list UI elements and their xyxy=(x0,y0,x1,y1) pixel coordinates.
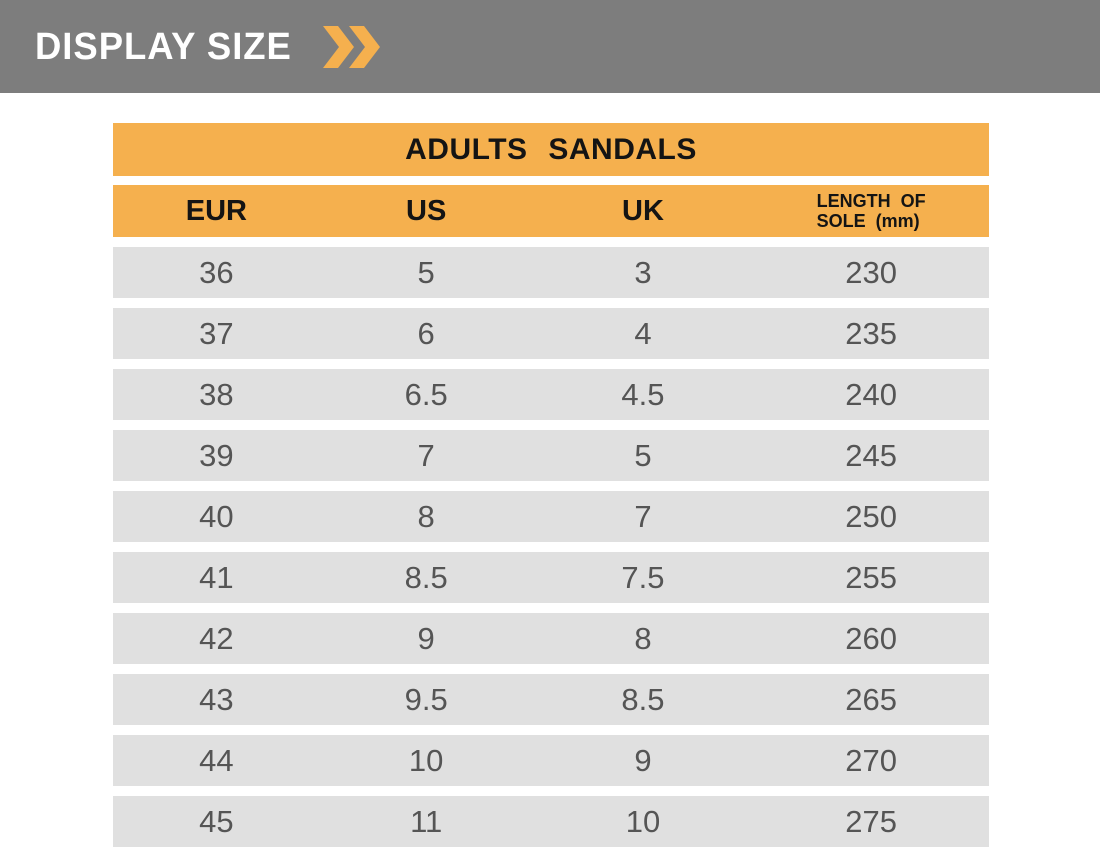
cell-eur: 41 xyxy=(199,559,234,595)
table-row: 44 10 9 270 xyxy=(113,735,989,786)
cell-us: 9 xyxy=(417,620,435,656)
cell-uk: 5 xyxy=(634,437,652,473)
column-header-uk: UK xyxy=(622,194,664,227)
column-header-eur: EUR xyxy=(185,194,247,227)
column-header-sole-length: LENGTH OF SOLE (mm) xyxy=(753,185,989,237)
cell-eur: 40 xyxy=(199,498,234,534)
table-row: 40 8 7 250 xyxy=(113,491,989,542)
cell-us: 6.5 xyxy=(404,376,448,412)
cell-us: 6 xyxy=(417,315,435,351)
cell-sole-length: 265 xyxy=(845,681,898,717)
length-header-line1: LENGTH OF xyxy=(816,191,926,211)
cell-sole-length: 260 xyxy=(845,620,898,656)
cell-us: 9.5 xyxy=(404,681,448,717)
column-header-sole-length-text: LENGTH OF SOLE (mm) xyxy=(817,191,926,231)
cell-sole-length: 275 xyxy=(845,803,898,839)
cell-sole-length: 250 xyxy=(845,498,898,534)
cell-eur: 38 xyxy=(199,376,234,412)
table-row: 41 8.5 7.5 255 xyxy=(113,552,989,603)
cell-uk: 4.5 xyxy=(621,376,665,412)
table-row: 45 11 10 275 xyxy=(113,796,989,847)
table-row: 38 6.5 4.5 240 xyxy=(113,369,989,420)
cell-us: 5 xyxy=(417,254,435,290)
cell-uk: 3 xyxy=(634,254,652,290)
cell-us: 8 xyxy=(417,498,435,534)
cell-sole-length: 270 xyxy=(845,742,898,778)
cell-eur: 43 xyxy=(199,681,234,717)
table-row: 39 7 5 245 xyxy=(113,430,989,481)
cell-us: 8.5 xyxy=(404,559,448,595)
table-row: 37 6 4 235 xyxy=(113,308,989,359)
column-header-us: US xyxy=(406,194,447,227)
cell-sole-length: 245 xyxy=(845,437,898,473)
cell-uk: 8 xyxy=(634,620,652,656)
cell-eur: 39 xyxy=(199,437,234,473)
banner-title: DISPLAY SIZE xyxy=(35,25,292,68)
double-chevron-right-icon xyxy=(322,25,380,68)
cell-eur: 45 xyxy=(199,803,234,839)
table-header-row: EUR US UK LENGTH OF SOLE (mm) xyxy=(113,185,989,237)
cell-sole-length: 230 xyxy=(845,254,898,290)
cell-sole-length: 240 xyxy=(845,376,898,412)
cell-uk: 9 xyxy=(634,742,652,778)
cell-us: 10 xyxy=(408,742,444,778)
cell-uk: 4 xyxy=(634,315,652,351)
cell-eur: 37 xyxy=(199,315,234,351)
cell-sole-length: 255 xyxy=(845,559,898,595)
cell-uk: 7.5 xyxy=(621,559,665,595)
display-size-banner: DISPLAY SIZE xyxy=(0,0,1100,93)
cell-sole-length: 235 xyxy=(845,315,898,351)
table-row: 36 5 3 230 xyxy=(113,247,989,298)
size-table: ADULTS SANDALS EUR US UK LENGTH OF SOLE … xyxy=(113,123,989,847)
cell-eur: 36 xyxy=(199,254,234,290)
table-title: ADULTS SANDALS xyxy=(113,123,989,176)
cell-eur: 42 xyxy=(199,620,234,656)
cell-uk: 8.5 xyxy=(621,681,665,717)
cell-us: 11 xyxy=(410,803,443,839)
table-row: 43 9.5 8.5 265 xyxy=(113,674,989,725)
table-row: 42 9 8 260 xyxy=(113,613,989,664)
cell-uk: 7 xyxy=(634,498,652,534)
table-body: 36 5 3 230 37 6 4 235 38 6.5 4.5 240 39 7 5 245 40 8 7 250 4… xyxy=(113,247,989,847)
cell-us: 7 xyxy=(417,437,435,473)
cell-uk: 10 xyxy=(625,803,661,839)
length-header-line2: SOLE (mm) xyxy=(816,211,920,231)
cell-eur: 44 xyxy=(199,742,234,778)
